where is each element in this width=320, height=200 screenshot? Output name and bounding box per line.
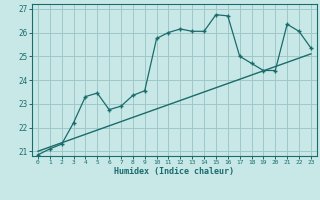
X-axis label: Humidex (Indice chaleur): Humidex (Indice chaleur) (115, 167, 234, 176)
